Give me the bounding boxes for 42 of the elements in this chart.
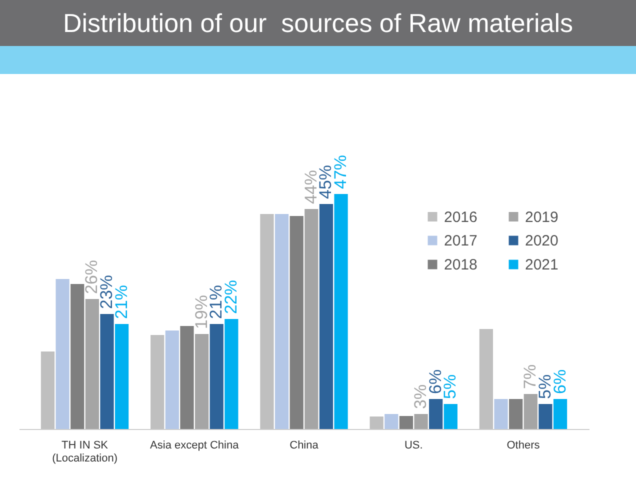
bar: [194, 334, 209, 429]
legend-label: 2020: [525, 232, 558, 250]
bar: [479, 329, 494, 429]
legend-label: 2019: [525, 208, 558, 226]
bar: [210, 324, 224, 429]
bar: [429, 399, 443, 429]
bar: [150, 335, 164, 429]
bar: [399, 416, 414, 429]
bar: [414, 414, 428, 429]
legend-label: 2017: [444, 232, 478, 250]
bar: [40, 352, 55, 429]
bar: [553, 399, 568, 429]
bar: [180, 326, 194, 429]
x-tick-label: Others: [506, 440, 540, 452]
bar: [114, 324, 129, 429]
x-tick-label: China: [290, 440, 320, 452]
bar: [334, 194, 348, 429]
legend-label: 2018: [444, 256, 478, 274]
bar: [260, 214, 274, 429]
bar: [100, 314, 114, 429]
bar: [384, 414, 398, 429]
x-tick-label: Asia except China: [150, 440, 240, 452]
bar: [165, 330, 179, 429]
bar: [56, 279, 70, 429]
bar: [304, 209, 318, 429]
bar: [494, 399, 508, 429]
bar: [224, 319, 238, 429]
bar: [274, 214, 289, 429]
bar: [319, 204, 334, 429]
bar: [524, 394, 538, 429]
bar: [290, 216, 304, 429]
bar: [538, 404, 552, 429]
bar: [85, 299, 99, 429]
x-tick-label: TH IN SK (Localization): [52, 440, 118, 464]
bar: [70, 284, 84, 429]
legend-label: 2016: [444, 208, 478, 226]
bar: [509, 399, 523, 429]
legend-label: 2021: [525, 256, 558, 274]
x-tick-label: US.: [404, 440, 423, 452]
bar: [370, 416, 384, 429]
chart-title: Distribution of our sources of Raw materials: [0, 0, 636, 46]
bar: [444, 404, 458, 429]
